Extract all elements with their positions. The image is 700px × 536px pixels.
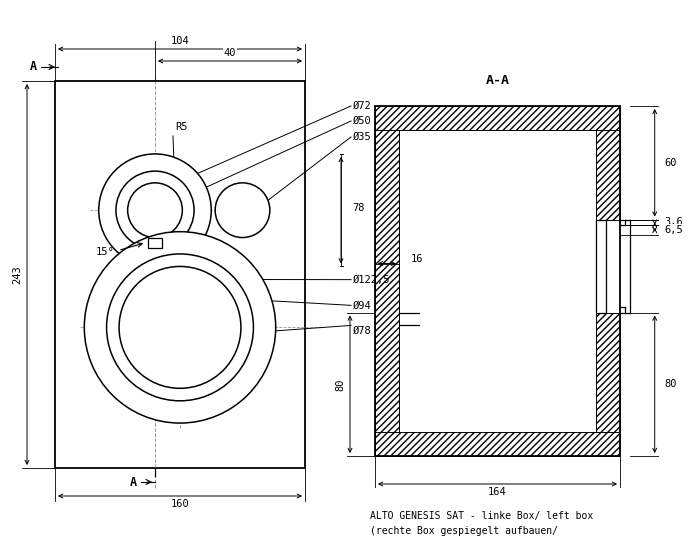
Bar xyxy=(375,106,620,130)
Text: 60: 60 xyxy=(665,158,677,168)
Text: Ø35: Ø35 xyxy=(353,132,372,142)
Bar xyxy=(375,106,620,456)
Text: 6,5: 6,5 xyxy=(665,225,683,235)
Bar xyxy=(375,432,620,456)
Text: Ø50: Ø50 xyxy=(353,116,372,126)
Text: 104: 104 xyxy=(171,36,190,46)
Bar xyxy=(375,130,399,432)
Circle shape xyxy=(99,154,211,266)
Bar xyxy=(596,312,620,432)
Circle shape xyxy=(84,232,276,423)
Text: 164: 164 xyxy=(488,487,507,497)
Text: 80: 80 xyxy=(335,378,345,391)
Circle shape xyxy=(119,266,241,388)
Bar xyxy=(596,130,620,220)
Text: A: A xyxy=(130,475,136,488)
Bar xyxy=(148,237,162,248)
Text: 40: 40 xyxy=(224,48,237,58)
Bar xyxy=(596,220,606,312)
Text: 15°: 15° xyxy=(95,247,114,257)
Text: 243: 243 xyxy=(12,265,22,284)
Text: Ø94: Ø94 xyxy=(353,300,372,310)
Text: 80: 80 xyxy=(665,379,677,389)
Text: A: A xyxy=(29,61,36,73)
Text: 3,6: 3,6 xyxy=(665,217,683,227)
Text: 160: 160 xyxy=(171,499,190,509)
Circle shape xyxy=(106,254,253,401)
Circle shape xyxy=(127,183,182,237)
Text: ALTO GENESIS SAT - linke Box/ left box
(rechte Box gespiegelt aufbauen/
build up: ALTO GENESIS SAT - linke Box/ left box (… xyxy=(370,511,594,536)
Bar xyxy=(55,81,305,468)
Circle shape xyxy=(215,183,270,237)
Text: Ø72: Ø72 xyxy=(353,101,372,111)
Text: 78: 78 xyxy=(352,203,365,213)
Text: Ø78: Ø78 xyxy=(353,325,372,336)
Text: Ø122,5: Ø122,5 xyxy=(353,274,391,285)
Text: A-A: A-A xyxy=(486,75,510,87)
Bar xyxy=(67,93,293,456)
Text: 16: 16 xyxy=(411,254,424,264)
Circle shape xyxy=(116,171,194,249)
Text: R5: R5 xyxy=(175,122,188,132)
